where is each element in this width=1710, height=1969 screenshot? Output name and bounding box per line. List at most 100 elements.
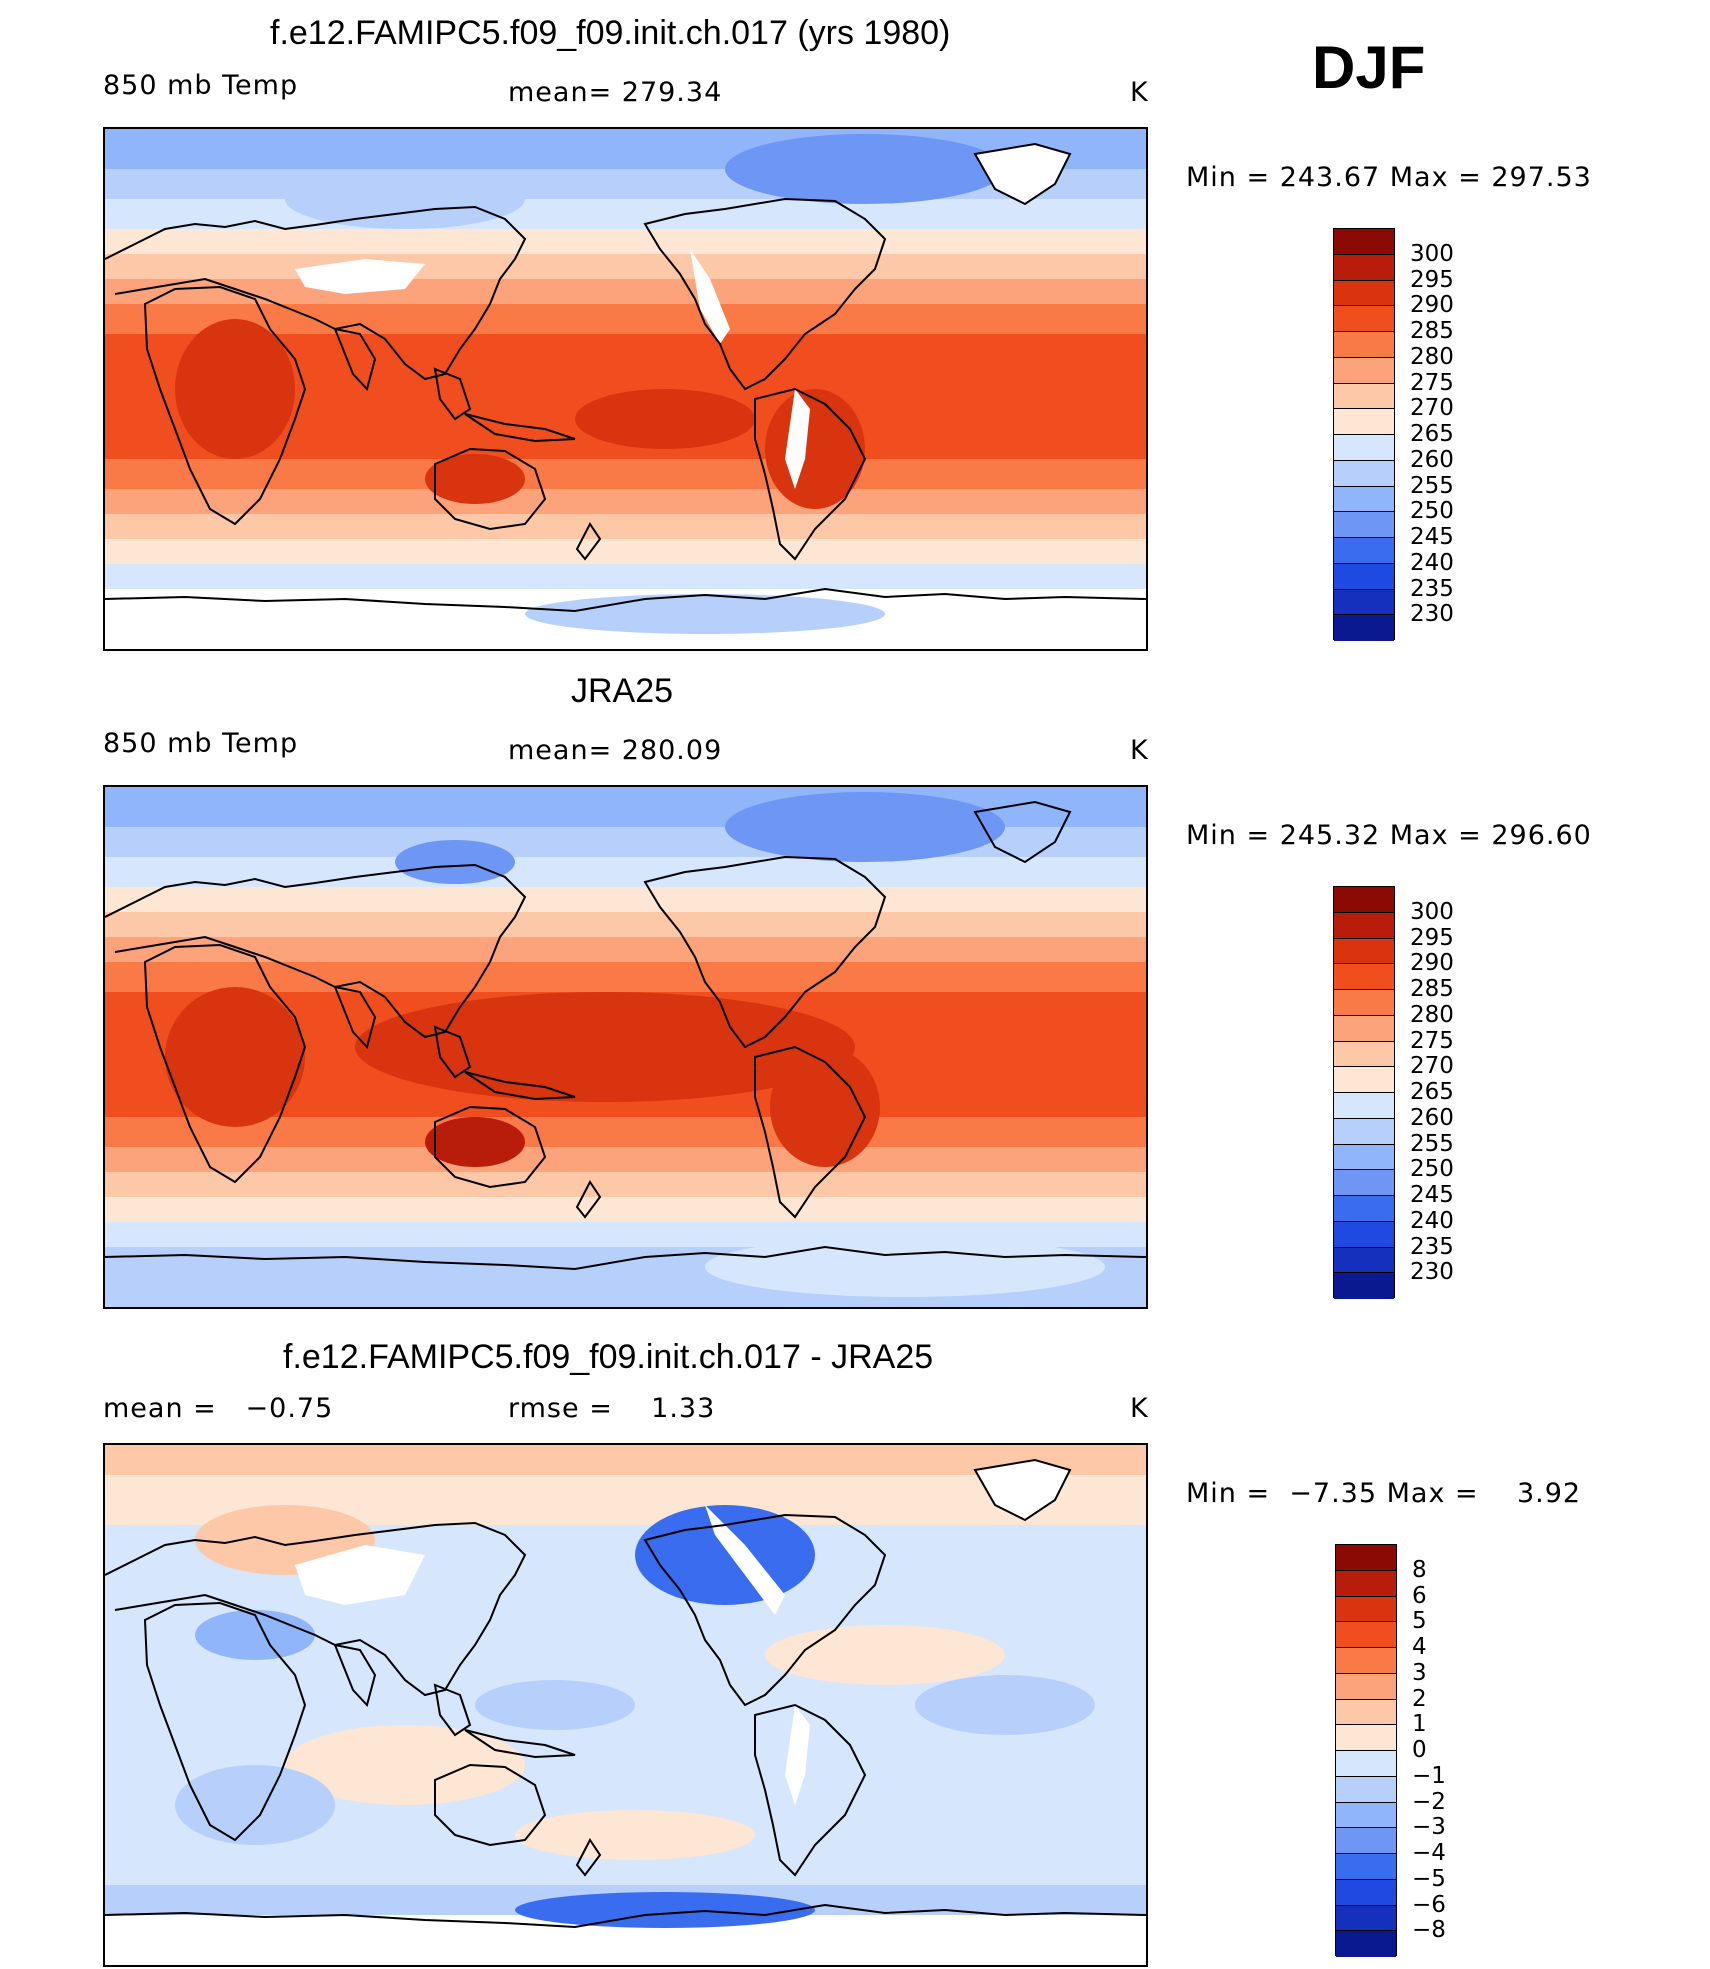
coastline [143, 1601, 307, 1842]
coastline [333, 327, 377, 392]
colorbar-label: 300 [1410, 898, 1454, 925]
field-region [395, 840, 515, 884]
colorbar-swatch [1334, 229, 1394, 255]
field-region [425, 454, 525, 504]
field-band [105, 539, 1146, 564]
coastline [105, 863, 527, 1039]
missing-data-region [295, 1545, 425, 1605]
colorbar-label: 250 [1410, 498, 1454, 525]
field-region [175, 319, 295, 459]
colorbar-swatch [1334, 1273, 1394, 1299]
colorbar-swatch [1336, 1828, 1396, 1854]
colorbar-swatch [1336, 1725, 1396, 1751]
colorbar-label: −2 [1412, 1788, 1446, 1815]
field-band [105, 857, 1146, 887]
coastline [105, 205, 527, 381]
colorbar-swatch [1334, 383, 1394, 410]
colorbar-swatch [1334, 409, 1394, 435]
coastline [973, 800, 1072, 864]
colorbar-swatch [1334, 435, 1394, 461]
colorbar-swatch [1336, 1673, 1396, 1700]
colorbar-swatch [1336, 1879, 1396, 1906]
colorbar-label: 2 [1412, 1685, 1427, 1712]
colorbar-label: 280 [1410, 1001, 1454, 1028]
field-region [475, 1680, 635, 1730]
colorbar-swatch [1334, 1067, 1394, 1093]
colorbar-label: 6 [1412, 1582, 1427, 1609]
colorbar-swatch [1334, 615, 1394, 641]
colorbar-label: 270 [1410, 1053, 1454, 1080]
field-band [105, 229, 1146, 254]
colorbar-swatch [1334, 589, 1394, 616]
coastline [143, 943, 307, 1184]
field-region [725, 792, 1005, 862]
colorbar-label: 255 [1410, 1130, 1454, 1157]
coastline [973, 1458, 1072, 1522]
field-region [195, 1610, 315, 1660]
map-canvas [105, 129, 1146, 649]
field-region [525, 594, 885, 634]
colorbar-label: −4 [1412, 1840, 1446, 1866]
panel-diff-mean-label: mean = −0.75 [103, 1393, 334, 1424]
colorbar-swatch [1336, 1596, 1396, 1623]
colorbar-swatch [1334, 1247, 1394, 1274]
colorbar-swatch [1334, 280, 1394, 307]
colorbar-swatch [1334, 306, 1394, 332]
colorbar-label: 290 [1410, 292, 1454, 319]
field-band [105, 304, 1146, 334]
colorbar-label: 285 [1410, 976, 1454, 1002]
panel-diff-colorbar [1335, 1544, 1397, 1957]
field-region [175, 1765, 335, 1845]
colorbar-swatch [1334, 1144, 1394, 1171]
field-band [105, 279, 1146, 304]
panel-obs-colorbar-labels: 300 295 290 285 280 275 270 265 260 255 250 245 240 2… [1410, 886, 1510, 1298]
field-region [355, 992, 855, 1102]
panel-model-minmax: Min = 243.67 Max = 297.53 [1186, 162, 1592, 193]
colorbar-swatch [1334, 1015, 1394, 1042]
colorbar-swatch [1334, 563, 1394, 590]
colorbar-label: 5 [1412, 1608, 1427, 1635]
coastline [433, 1683, 576, 1759]
coastline [575, 1838, 602, 1877]
panel-model-colorbar-labels: 300 295 290 285 280 275 270 265 260 255 250 245 240 2… [1410, 228, 1510, 640]
colorbar-label: 230 [1410, 1259, 1454, 1286]
colorbar-label: 300 [1410, 240, 1454, 267]
colorbar-swatch [1334, 1196, 1394, 1222]
colorbar-label: 4 [1412, 1634, 1427, 1660]
panel-obs-colorbar [1333, 886, 1395, 1299]
field-region [425, 1117, 525, 1167]
coastline [105, 587, 1146, 613]
panel-model-units: K [1130, 77, 1149, 108]
colorbar-label: 245 [1410, 524, 1454, 550]
colorbar-swatch [1334, 486, 1394, 513]
colorbar-label: 275 [1410, 1027, 1454, 1054]
colorbar-label: 245 [1410, 1182, 1454, 1208]
field-band [105, 514, 1146, 539]
coastline [643, 197, 887, 391]
colorbar-swatch [1334, 887, 1394, 913]
field-band [105, 199, 1146, 229]
colorbar-label: 8 [1412, 1556, 1427, 1583]
colorbar-swatch [1334, 332, 1394, 358]
colorbar-swatch [1334, 1221, 1394, 1248]
coastline [643, 855, 887, 1049]
colorbar-swatch [1334, 964, 1394, 990]
colorbar-label: 265 [1410, 1079, 1454, 1105]
panel-diff-minmax: Min = −7.35 Max = 3.92 [1186, 1478, 1582, 1509]
panel-diff-rmse-label: rmse = 1.33 [508, 1393, 716, 1424]
colorbar-swatch [1336, 1905, 1396, 1932]
field-region [515, 1892, 815, 1928]
colorbar-label: 3 [1412, 1659, 1427, 1686]
colorbar-label: 260 [1410, 1104, 1454, 1131]
field-band [105, 1147, 1146, 1172]
colorbar-swatch [1334, 538, 1394, 564]
colorbar-label: −8 [1412, 1917, 1446, 1944]
coastline [643, 1513, 887, 1707]
coastline [143, 285, 307, 526]
field-band [105, 489, 1146, 514]
colorbar-swatch [1336, 1776, 1396, 1803]
colorbar-label: 295 [1410, 266, 1454, 293]
field-region [285, 1725, 525, 1805]
coastline [434, 1105, 547, 1189]
coastline [973, 142, 1072, 206]
